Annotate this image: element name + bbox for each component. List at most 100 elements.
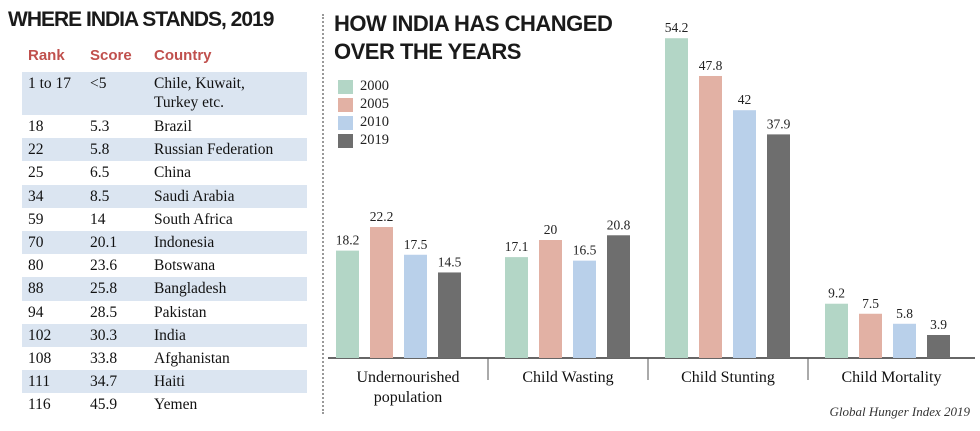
legend-swatch (338, 80, 353, 94)
bar-value-label: 54.2 (665, 20, 689, 35)
legend-label: 2000 (360, 78, 389, 94)
country-cell: India (154, 326, 186, 344)
bar (859, 313, 882, 358)
bar-value-label: 17.5 (404, 237, 428, 252)
country-cell: Botswana (154, 257, 216, 275)
score-cell: 14 (90, 210, 106, 228)
country-header: Country (154, 47, 212, 64)
panel-divider (322, 14, 324, 414)
legend-label: 2010 (360, 114, 389, 130)
country-cell: Pakistan (154, 303, 207, 321)
table-row: 25 6.5 China (22, 161, 307, 184)
bar (699, 75, 722, 358)
score-cell: 33.8 (90, 350, 118, 367)
rank-cell: 1 to 17 (28, 75, 72, 92)
country-cell-line-2: Turkey etc. (154, 94, 225, 111)
bar-value-label: 3.9 (930, 317, 947, 332)
bar (893, 323, 916, 358)
score-cell: <5 (90, 75, 107, 92)
score-cell: 5.3 (90, 118, 110, 135)
category-label: Child Wasting (522, 369, 613, 386)
country-cell: Saudi Arabia (154, 187, 235, 205)
score-cell: 28.5 (90, 303, 118, 321)
score-cell: 45.9 (90, 396, 118, 414)
rank-table-panel: WHERE INDIA STANDS, 2019 Rank Score Coun… (0, 0, 312, 431)
table-row: 111 34.7 Haiti (22, 370, 307, 394)
country-cell: Brazil (154, 118, 192, 135)
country-cell: Afghanistan (154, 350, 230, 367)
country-cell: Russian Federation (154, 141, 274, 159)
table-row: 1 to 17 <5 Chile, Kuwait, Turkey etc. (22, 72, 307, 115)
source-note: Global Hunger Index 2019 (829, 404, 970, 419)
country-cell: Haiti (154, 373, 185, 391)
score-header: Score (90, 47, 132, 64)
rank-cell: 94 (28, 303, 44, 321)
table-row: 116 45.9 Yemen (22, 393, 307, 416)
table-row: 22 5.8 Russian Federation (22, 138, 307, 162)
country-cell: Yemen (154, 396, 198, 414)
bar-value-label: 9.2 (828, 286, 845, 301)
bar (665, 38, 688, 358)
legend-swatch (338, 134, 353, 148)
bar (767, 134, 790, 358)
rank-cell: 116 (28, 396, 51, 414)
table-row: 108 33.8 Afghanistan (22, 347, 307, 370)
rank-cell: 59 (28, 210, 44, 228)
score-cell: 30.3 (90, 326, 118, 344)
bar-value-label: 42 (738, 92, 752, 107)
rank-cell: 111 (28, 373, 51, 391)
bar-value-label: 14.5 (438, 254, 462, 269)
score-cell: 25.8 (90, 280, 118, 298)
bar-value-label: 17.1 (505, 239, 529, 254)
legend-label: 2005 (360, 96, 389, 112)
country-cell: Bangladesh (154, 280, 227, 298)
score-cell: 6.5 (90, 164, 110, 182)
bar-value-label: 22.2 (370, 209, 394, 224)
category-label: Child Stunting (681, 369, 775, 386)
table-row: 94 28.5 Pakistan (22, 301, 307, 324)
table-row: 59 14 South Africa (22, 208, 307, 231)
bar (438, 272, 461, 358)
bar (927, 334, 950, 358)
bar (505, 257, 528, 358)
bar-value-label: 7.5 (862, 296, 879, 311)
rank-cell: 102 (28, 326, 52, 344)
category-label: Child Mortality (842, 369, 942, 386)
table-row: 88 25.8 Bangladesh (22, 277, 307, 301)
bar-value-label: 16.5 (573, 243, 597, 258)
chart-title: HOW INDIA HAS CHANGED OVER THE YEARS (334, 10, 613, 66)
bar (336, 250, 359, 358)
rank-cell: 34 (28, 187, 44, 205)
rank-cell: 80 (28, 257, 44, 275)
score-cell: 20.1 (90, 234, 118, 251)
table-row: 18 5.3 Brazil (22, 115, 307, 138)
table-row: 34 8.5 Saudi Arabia (22, 184, 307, 208)
table-title: WHERE INDIA STANDS, 2019 (8, 8, 274, 31)
bar (573, 260, 596, 358)
category-label: Undernourished population (356, 369, 459, 406)
chart-title-line-1: HOW INDIA HAS CHANGED (334, 11, 613, 36)
bar (733, 110, 756, 358)
score-cell: 5.8 (90, 141, 110, 159)
legend-label: 2019 (360, 132, 389, 148)
rank-cell: 70 (28, 234, 44, 251)
rank-cell: 108 (28, 350, 52, 367)
rank-cell: 22 (28, 141, 44, 159)
rank-cell: 18 (28, 118, 44, 135)
table-row: 80 23.6 Botswana (22, 254, 307, 277)
table-row: 102 30.3 India (22, 323, 307, 347)
rank-cell: 25 (28, 164, 44, 182)
score-cell: 8.5 (90, 187, 110, 205)
country-cell: South Africa (154, 210, 233, 228)
bar (607, 235, 630, 358)
bar-value-label: 5.8 (896, 306, 913, 321)
score-cell: 23.6 (90, 257, 118, 275)
rank-header: Rank (28, 47, 65, 64)
rank-cell: 88 (28, 280, 44, 298)
table-row: 70 20.1 Indonesia (22, 231, 307, 255)
bar-value-label: 20 (544, 222, 558, 237)
score-cell: 34.7 (90, 373, 118, 391)
country-cell: China (154, 164, 192, 182)
bar (825, 303, 848, 358)
